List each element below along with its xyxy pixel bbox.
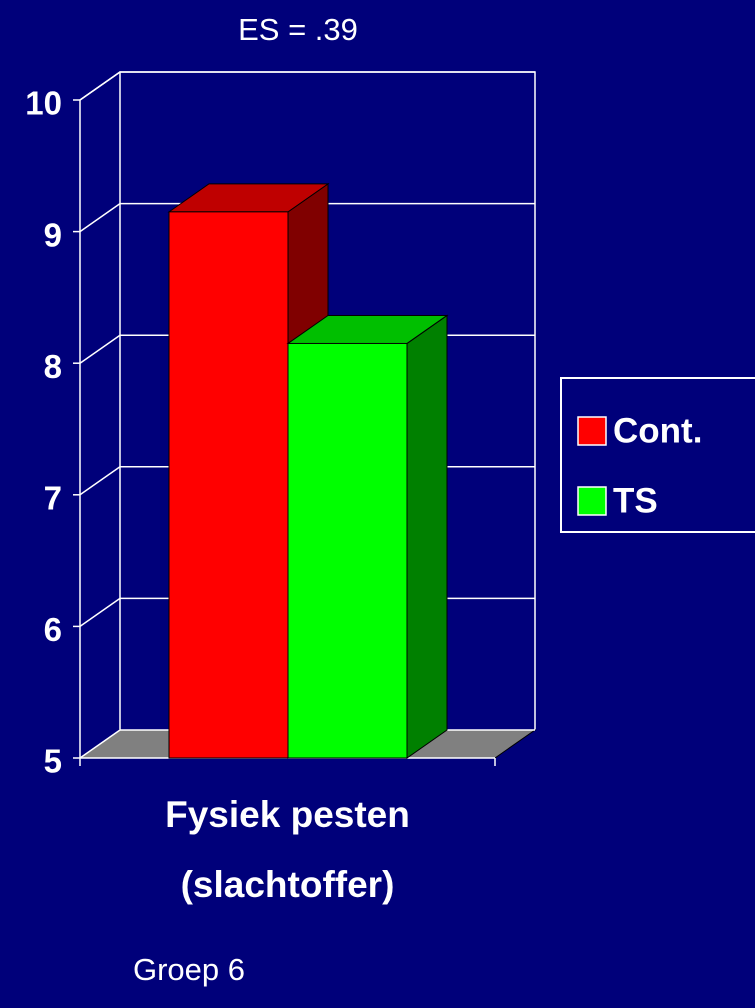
legend-swatch (577, 486, 607, 516)
x-category-label: Fysiek pesten (slachtoffer) (165, 794, 410, 905)
annotation: Groep 6 (133, 952, 245, 987)
bar (168, 211, 289, 759)
y-tick-label: 10 (25, 85, 62, 122)
grid-line (79, 729, 121, 759)
legend-swatch (577, 416, 607, 446)
legend-box (560, 377, 755, 533)
y-tick-label: 8 (44, 348, 62, 385)
y-tick-label: 9 (44, 216, 62, 253)
grid-line (79, 466, 121, 496)
y-tick-label: 5 (44, 743, 62, 780)
grid-line (79, 597, 121, 628)
grid-line (79, 202, 121, 233)
bar-side (406, 314, 448, 759)
grid-line (79, 334, 121, 364)
y-tick-label: 6 (44, 611, 62, 648)
grid-line (79, 71, 121, 101)
bar (287, 342, 408, 759)
y-tick-label: 7 (44, 480, 62, 517)
legend-label: TS (613, 481, 658, 520)
chart-title: ES = .39 (238, 12, 358, 47)
legend-label: Cont. (613, 411, 702, 450)
